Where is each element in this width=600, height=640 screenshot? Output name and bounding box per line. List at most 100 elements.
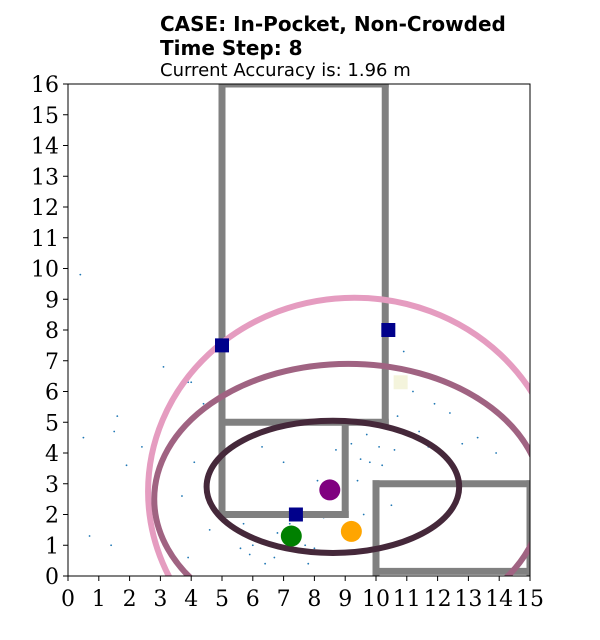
x-tick-label: 13 (454, 587, 482, 612)
particle-point (449, 412, 451, 414)
y-tick-label: 0 (45, 565, 59, 590)
particle-point (365, 433, 368, 436)
anchor-marker (215, 338, 229, 353)
x-tick-label: 1 (92, 587, 106, 612)
particle-point (242, 522, 245, 525)
marker-layer (215, 323, 408, 547)
particle-point (433, 402, 436, 405)
particle-point (125, 464, 128, 467)
y-tick-label: 13 (31, 165, 59, 190)
particle-point (316, 479, 319, 482)
particle-point (304, 544, 307, 547)
particle-point (208, 528, 211, 531)
uncertainty-ellipse (203, 417, 463, 556)
axes-frame (67, 83, 531, 577)
particle-point (396, 415, 399, 417)
x-tick-label: 15 (516, 587, 544, 612)
ground-truth-marker (280, 525, 302, 547)
particle-point (116, 415, 119, 417)
x-tick-label: 4 (184, 587, 198, 612)
particle-point (390, 504, 393, 507)
y-tick-label: 3 (45, 473, 59, 498)
anchor-marker (381, 323, 396, 337)
particle-point (368, 461, 371, 464)
anchor-marker (288, 507, 303, 522)
x-tick-label: 10 (362, 587, 390, 612)
wall-layer (218, 84, 530, 576)
x-tick-label: 11 (393, 587, 421, 612)
particle-point (110, 544, 113, 547)
y-tick-label: 2 (45, 504, 59, 529)
y-tick-label: 16 (31, 73, 59, 98)
particle-point (181, 495, 183, 497)
y-tick-label: 14 (31, 135, 59, 160)
particle-point (141, 445, 143, 448)
y-tick-label: 11 (31, 227, 59, 252)
particle-point (381, 464, 384, 467)
particle-point (495, 452, 498, 454)
x-tick-label: 2 (123, 587, 137, 612)
particle-point (113, 430, 116, 433)
uncertainty-ellipse (151, 360, 530, 576)
particle-point (162, 366, 165, 368)
y-tick-label: 6 (45, 381, 59, 406)
y-tick-label: 4 (45, 442, 59, 467)
y-tick-label: 10 (31, 258, 59, 283)
particle-point (362, 513, 365, 516)
x-tick-label: 0 (61, 587, 75, 612)
particle-point (350, 442, 353, 445)
particle-point (264, 562, 267, 565)
particle-point (261, 445, 263, 448)
y-tick-label: 15 (31, 104, 59, 129)
particle-point (418, 430, 421, 433)
chart-subtitle-accuracy: Current Accuracy is: 1.96 m (160, 60, 411, 81)
y-tick-label: 12 (31, 196, 59, 221)
estimate-marker (340, 520, 362, 542)
faded-anchor-marker (393, 375, 408, 390)
x-tick-label: 6 (246, 587, 260, 612)
y-tick-label: 9 (45, 288, 59, 313)
particle-point (378, 445, 380, 448)
x-tick-label: 12 (424, 587, 452, 612)
particle-point (79, 273, 82, 276)
particle-point (335, 449, 337, 451)
particle-point (359, 458, 362, 461)
y-tick-label: 8 (45, 319, 59, 344)
particle-point (288, 522, 291, 525)
x-tick-label: 9 (338, 587, 352, 612)
x-axis: 0 1 2 3 4 5 6 7 8 9 10 11 12 13 14 15 (61, 576, 544, 612)
y-tick-label: 7 (45, 350, 59, 375)
uncertainty-ellipse-layer (145, 294, 530, 576)
x-tick-label: 14 (485, 587, 513, 612)
particle-point (402, 350, 405, 353)
particle-point (393, 449, 396, 451)
particle-point (273, 556, 276, 559)
particle-point (412, 390, 414, 393)
x-tick-label: 7 (277, 587, 291, 612)
particle-point (239, 547, 242, 550)
y-tick-label: 5 (45, 411, 59, 436)
purple-marker (319, 479, 341, 501)
particle-point (248, 553, 251, 556)
particle-point (282, 461, 285, 464)
uncertainty-ellipse (145, 294, 530, 576)
x-tick-label: 5 (215, 587, 229, 612)
x-tick-label: 3 (153, 587, 167, 612)
particle-point (202, 402, 205, 405)
particle-point (307, 562, 310, 565)
particle-point (251, 544, 254, 547)
particle-point (356, 479, 359, 482)
x-tick-label: 8 (307, 587, 321, 612)
y-tick-label: 1 (45, 534, 59, 559)
particle-point (187, 556, 190, 559)
particle-point (190, 381, 193, 384)
particle-point (82, 436, 85, 439)
chart-subtitle-time-step: Time Step: 8 (160, 36, 303, 60)
particle-point (276, 532, 279, 534)
particle-point (193, 461, 196, 464)
particle-point (88, 535, 91, 537)
particle-point (476, 436, 479, 439)
